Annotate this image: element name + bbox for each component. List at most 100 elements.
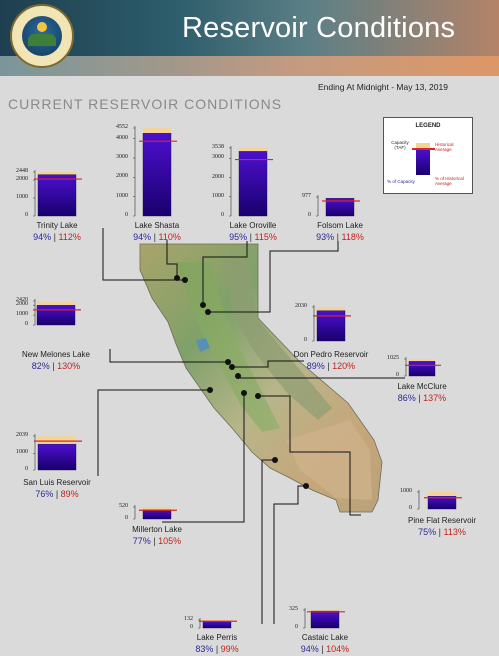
reservoir-percentages: 83% | 99% <box>162 644 272 654</box>
y-tick-label: 0 <box>25 466 28 472</box>
y-tick-label: 977 <box>302 193 311 199</box>
pct-of-capacity: 94% <box>300 644 319 654</box>
reservoir-percentages: 94% | 104% <box>270 644 380 654</box>
page-title: Reservoir Conditions <box>182 12 456 44</box>
pct-separator: | <box>53 489 61 499</box>
reservoir-name: Lake McClure <box>397 382 447 391</box>
pct-of-historical-average: 99% <box>220 644 239 654</box>
pct-of-capacity: 82% <box>31 361 50 371</box>
y-tick-label: 2000 <box>16 301 28 308</box>
legend-pct-historical-label: % of Historical Average <box>435 176 464 186</box>
pct-separator: | <box>318 644 327 654</box>
legend-pct-capacity-label: % of Capacity <box>387 179 415 184</box>
y-tick-label: 132 <box>184 616 193 622</box>
y-tick-label: 1000 <box>16 449 28 456</box>
y-tick-label: 2039 <box>16 432 28 438</box>
reservoir-percentages: 75% | 113% <box>387 527 497 537</box>
y-tick-label: 0 <box>409 505 412 511</box>
legend-box: LEGEND Capacity (TAF) Historical Average… <box>383 117 473 194</box>
y-tick-label: 325 <box>289 606 298 612</box>
dwr-seal-logo <box>10 4 74 68</box>
pct-separator: | <box>324 361 333 371</box>
pct-of-capacity: 93% <box>316 232 335 242</box>
pct-of-capacity: 94% <box>133 232 152 242</box>
y-tick-label: 0 <box>396 372 399 378</box>
y-tick-label: 3000 <box>116 154 128 160</box>
pct-of-capacity: 75% <box>418 527 437 537</box>
y-tick-label: 2420 <box>16 297 28 303</box>
y-tick-label: 0 <box>190 624 193 630</box>
pct-separator: | <box>151 232 159 242</box>
y-tick-label: 0 <box>304 337 307 343</box>
y-tick-label: 0 <box>221 212 224 218</box>
reservoir-name: San Luis Reservoir <box>23 478 91 487</box>
y-tick-label: 1000 <box>116 192 128 199</box>
reservoir-name: Trinity Lake <box>36 221 78 230</box>
sierra-nevada <box>222 260 332 420</box>
pct-separator: | <box>51 232 59 242</box>
reservoir-percentages: 95% | 115% <box>198 232 308 242</box>
reservoir-percentages: 82% | 130% <box>1 361 111 371</box>
pct-separator: | <box>213 644 221 654</box>
y-tick-label: 0 <box>125 212 128 218</box>
pct-of-capacity: 86% <box>397 393 416 403</box>
pct-separator: | <box>334 232 342 242</box>
y-tick-label: 0 <box>295 624 298 630</box>
pct-of-historical-average: 89% <box>60 489 79 499</box>
y-tick-label: 0 <box>25 321 28 327</box>
report-date: Ending At Midnight - May 13, 2019 <box>318 82 448 92</box>
pct-of-historical-average: 137% <box>423 393 447 403</box>
reservoir-name: Lake Oroville <box>229 221 277 230</box>
pct-of-capacity: 77% <box>132 536 151 546</box>
reservoir-percentages: 94% | 110% <box>102 232 212 242</box>
pct-of-historical-average: 104% <box>326 644 350 654</box>
pct-separator: | <box>415 393 424 403</box>
pct-separator: | <box>247 232 255 242</box>
reservoir-name: Lake Perris <box>196 633 238 642</box>
bay-area <box>196 338 210 352</box>
pct-of-historical-average: 120% <box>332 361 356 371</box>
pct-of-capacity: 76% <box>35 489 54 499</box>
y-tick-label: 2000 <box>16 176 28 183</box>
reservoir-name: Folsom Lake <box>317 221 363 230</box>
pct-of-historical-average: 113% <box>443 527 466 537</box>
y-tick-label: 2000 <box>212 173 224 180</box>
seal-land <box>28 34 56 46</box>
y-tick-label: 4552 <box>116 124 128 130</box>
seal-sun <box>37 22 47 32</box>
pct-of-capacity: 94% <box>33 232 52 242</box>
y-tick-label: 1000 <box>400 488 412 494</box>
y-tick-label: 2030 <box>295 303 307 309</box>
y-tick-label: 1000 <box>16 194 28 201</box>
legend-capacity-label: Capacity (TAF) <box>391 140 409 150</box>
pct-separator: | <box>150 536 159 546</box>
legend-historical-label: Historical Average <box>435 142 454 152</box>
reservoir-percentages: 86% | 137% <box>367 393 477 403</box>
reservoir-percentages: 76% | 89% <box>2 489 112 499</box>
y-tick-label: 520 <box>119 503 128 509</box>
y-tick-label: 0 <box>308 212 311 218</box>
banner-sky <box>0 56 499 76</box>
legend-historical-line <box>412 148 435 150</box>
y-tick-label: 2000 <box>116 173 128 180</box>
pct-of-historical-average: 115% <box>254 232 277 242</box>
reservoir-name: Castaic Lake <box>301 633 349 642</box>
pct-separator: | <box>436 527 444 537</box>
pct-of-historical-average: 130% <box>57 361 81 371</box>
reservoir-markers <box>174 275 309 489</box>
legend-title: LEGEND <box>415 123 441 129</box>
pct-separator: | <box>49 361 58 371</box>
reservoir-percentages: 93% | 118% <box>285 232 395 242</box>
pct-of-historical-average: 112% <box>58 232 81 242</box>
reservoir-percentages: 89% | 120% <box>276 361 386 371</box>
pct-of-historical-average: 110% <box>158 232 181 242</box>
y-tick-label: 1000 <box>212 192 224 199</box>
reservoir-name: Pine Flat Reservoir <box>407 516 477 525</box>
y-tick-label: 1025 <box>387 355 399 361</box>
y-tick-label: 2448 <box>16 168 28 174</box>
pct-of-capacity: 89% <box>306 361 325 371</box>
legend-storage-swatch <box>416 149 430 175</box>
y-tick-label: 0 <box>25 212 28 218</box>
